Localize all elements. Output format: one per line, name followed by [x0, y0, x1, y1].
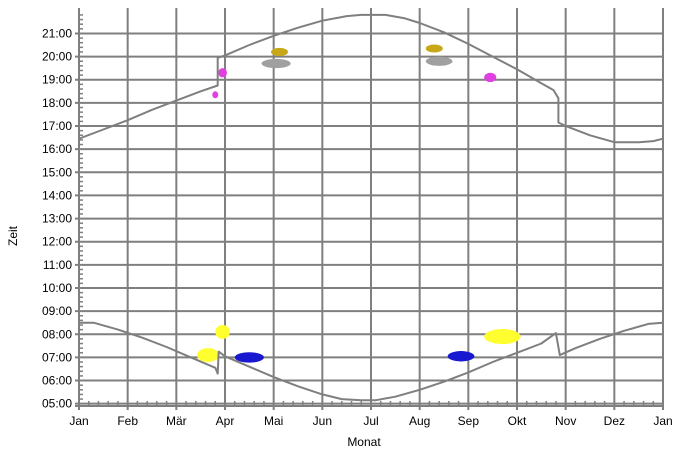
- y-tick-label: 05:00: [42, 397, 72, 411]
- x-tick-label: Apr: [216, 414, 235, 428]
- data-marker: [261, 58, 291, 69]
- y-tick-label: 08:00: [42, 327, 72, 341]
- x-tick-label: Nov: [555, 414, 576, 428]
- x-tick-labels: Jan Feb Mär Apr Mai Jun Jul Aug Sep Okt Nov Dez Jan: [69, 414, 672, 428]
- data-marker: [425, 56, 453, 66]
- x-tick-label: Jan: [69, 414, 88, 428]
- data-marker: [197, 348, 219, 363]
- data-marker: [484, 72, 497, 83]
- x-tick-label: Mär: [166, 414, 187, 428]
- y-tick-label: 12:00: [42, 235, 72, 249]
- y-tick-label: 18:00: [42, 96, 72, 110]
- data-marker: [218, 68, 227, 78]
- x-tick-label: Jul: [363, 414, 378, 428]
- y-tick-label: 15:00: [42, 165, 72, 179]
- y-tick-label: 10:00: [42, 281, 72, 295]
- y-tick-label: 17:00: [42, 119, 72, 133]
- data-marker: [270, 47, 289, 57]
- sunset-line: [78, 13, 664, 144]
- x-tick-label: Sep: [458, 414, 480, 428]
- data-marker: [234, 352, 264, 363]
- sunrise-line: [79, 321, 664, 402]
- y-tick-label: 13:00: [42, 212, 72, 226]
- y-tick-label: 19:00: [42, 73, 72, 87]
- gridlines: [75, 8, 664, 410]
- data-marker: [484, 329, 521, 345]
- y-tick-label: 21:00: [42, 26, 72, 40]
- x-axis-label: Monat: [347, 435, 381, 449]
- y-tick-label: 11:00: [43, 258, 72, 272]
- series-lines: [78, 13, 664, 402]
- y-tick-label: 20:00: [42, 50, 72, 64]
- data-marker: [447, 351, 475, 362]
- y-tick-labels: 05:00 06:00 07:00 08:00 09:00 10:00 11:00 12:00…: [42, 26, 72, 410]
- minor-ticks: [79, 14, 655, 406]
- data-markers: [197, 44, 521, 363]
- y-tick-label: 14:00: [42, 188, 72, 202]
- x-tick-label: Mai: [264, 414, 283, 428]
- x-tick-label: Aug: [409, 414, 430, 428]
- x-tick-label: Okt: [508, 414, 527, 428]
- x-tick-label: Feb: [117, 414, 138, 428]
- y-tick-label: 09:00: [42, 304, 72, 318]
- y-axis-label: Zeit: [6, 225, 20, 246]
- x-tick-label: Dez: [604, 414, 625, 428]
- y-tick-label: 06:00: [42, 374, 72, 388]
- data-marker: [425, 44, 443, 53]
- data-marker: [215, 325, 230, 339]
- y-tick-label: 07:00: [42, 350, 72, 364]
- x-tick-label: Jan: [653, 414, 672, 428]
- data-marker: [212, 91, 219, 99]
- x-tick-label: Jun: [313, 414, 332, 428]
- y-tick-label: 16:00: [42, 142, 72, 156]
